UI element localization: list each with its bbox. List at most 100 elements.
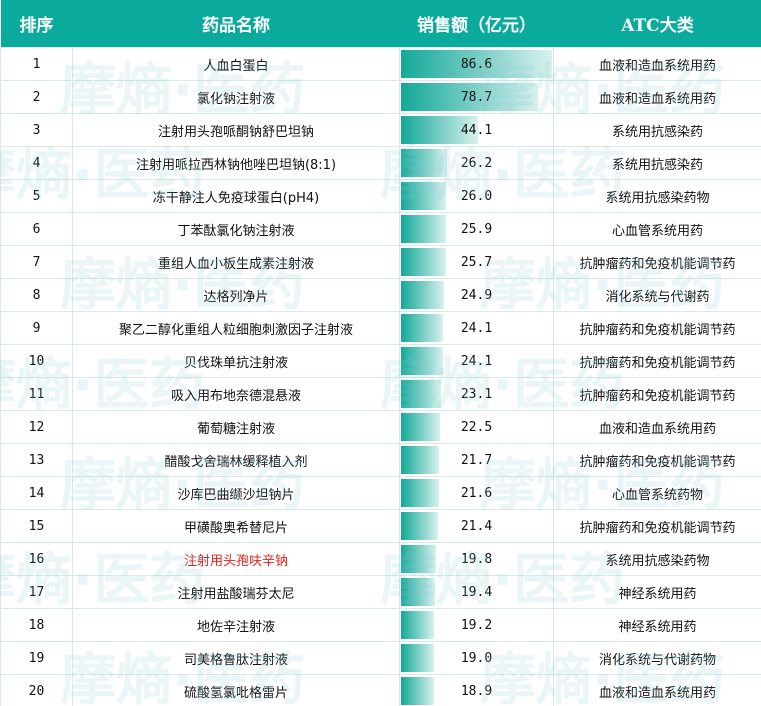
drug-name-cell: 氯化钠注射液 bbox=[72, 80, 400, 114]
atc-category-cell: 系统用抗感染药物 bbox=[553, 179, 761, 213]
sales-value: 18.9 bbox=[460, 683, 493, 699]
atc-category-cell: 神经系统用药 bbox=[553, 608, 761, 642]
sales-value: 19.0 bbox=[460, 650, 493, 666]
rank-cell: 15 bbox=[0, 509, 73, 543]
rank-cell: 9 bbox=[0, 311, 73, 345]
atc-category-cell: 抗肿瘤药和免疫机能调节药 bbox=[553, 311, 761, 345]
drug-name-cell: 地佐辛注射液 bbox=[72, 608, 400, 642]
sales-data-bar bbox=[401, 248, 446, 276]
rank-cell: 1 bbox=[0, 47, 73, 81]
sales-data-bar bbox=[401, 83, 539, 111]
table-row: 7 重组人血小板生成素注射液 25.7 抗肿瘤药和免疫机能调节药 bbox=[0, 245, 761, 279]
atc-category-cell: 系统用抗感染药 bbox=[553, 146, 761, 180]
sales-cell: 19.2 bbox=[399, 608, 554, 642]
sales-data-bar bbox=[401, 446, 439, 474]
drug-name-cell: 达格列净片 bbox=[72, 278, 400, 312]
sales-value: 21.6 bbox=[460, 485, 493, 501]
atc-category-cell: 抗肿瘤药和免疫机能调节药 bbox=[553, 344, 761, 378]
sales-cell: 24.1 bbox=[399, 311, 554, 345]
rank-cell: 7 bbox=[0, 245, 73, 279]
rank-cell: 19 bbox=[0, 641, 73, 675]
table-row: 4 注射用哌拉西林钠他唑巴坦钠(8:1) 26.2 系统用抗感染药 bbox=[0, 146, 761, 180]
sales-data-bar bbox=[401, 611, 435, 639]
sales-cell: 78.7 bbox=[399, 80, 554, 114]
table-row: 18 地佐辛注射液 19.2 神经系统用药 bbox=[0, 608, 761, 642]
table-row: 5 冻干静注人免疫球蛋白(pH4) 26.0 系统用抗感染药物 bbox=[0, 179, 761, 213]
atc-category-cell: 系统用抗感染药 bbox=[553, 113, 761, 147]
rank-cell: 4 bbox=[0, 146, 73, 180]
atc-category-cell: 心血管系统药物 bbox=[553, 476, 761, 510]
atc-category-cell: 血液和造血系统用药 bbox=[553, 674, 761, 706]
rank-cell: 18 bbox=[0, 608, 73, 642]
rank-cell: 10 bbox=[0, 344, 73, 378]
table-row: 15 甲磺酸奥希替尼片 21.4 抗肿瘤药和免疫机能调节药 bbox=[0, 509, 761, 543]
sales-cell: 26.2 bbox=[399, 146, 554, 180]
header-name: 药品名称 bbox=[72, 0, 400, 48]
sales-cell: 21.7 bbox=[399, 443, 554, 477]
table-row: 12 葡萄糖注射液 22.5 血液和造血系统用药 bbox=[0, 410, 761, 444]
rank-cell: 8 bbox=[0, 278, 73, 312]
sales-cell: 21.4 bbox=[399, 509, 554, 543]
sales-value: 23.1 bbox=[460, 386, 493, 402]
sales-cell: 25.7 bbox=[399, 245, 554, 279]
atc-category-cell: 抗肿瘤药和免疫机能调节药 bbox=[553, 443, 761, 477]
sales-value: 21.4 bbox=[460, 518, 493, 534]
sales-cell: 19.4 bbox=[399, 575, 554, 609]
sales-value: 24.1 bbox=[460, 320, 493, 336]
sales-value: 25.9 bbox=[460, 221, 493, 237]
sales-data-bar bbox=[401, 281, 445, 309]
drug-name-cell: 贝伐珠单抗注射液 bbox=[72, 344, 400, 378]
sales-cell: 26.0 bbox=[399, 179, 554, 213]
rank-cell: 13 bbox=[0, 443, 73, 477]
sales-data-bar bbox=[401, 413, 441, 441]
rank-cell: 20 bbox=[0, 674, 73, 706]
atc-category-cell: 抗肿瘤药和免疫机能调节药 bbox=[553, 245, 761, 279]
atc-category-cell: 系统用抗感染药物 bbox=[553, 542, 761, 576]
drug-name-cell: 聚乙二醇化重组人粒细胞刺激因子注射液 bbox=[72, 311, 400, 345]
sales-value: 22.5 bbox=[460, 419, 493, 435]
sales-cell: 24.1 bbox=[399, 344, 554, 378]
table-row: 2 氯化钠注射液 78.7 血液和造血系统用药 bbox=[0, 80, 761, 114]
sales-cell: 21.6 bbox=[399, 476, 554, 510]
sales-cell: 19.0 bbox=[399, 641, 554, 675]
drug-name-cell: 冻干静注人免疫球蛋白(pH4) bbox=[72, 179, 400, 213]
rank-cell: 14 bbox=[0, 476, 73, 510]
atc-category-cell: 消化系统与代谢药物 bbox=[553, 641, 761, 675]
table-row: 1 人血白蛋白 86.6 血液和造血系统用药 bbox=[0, 47, 761, 81]
sales-value: 24.1 bbox=[460, 353, 493, 369]
sales-data-bar bbox=[401, 644, 435, 672]
drug-name-cell: 吸入用布地奈德混悬液 bbox=[72, 377, 400, 411]
sales-data-bar bbox=[401, 149, 447, 177]
sales-data-bar bbox=[401, 380, 442, 408]
header-atc: ATC大类 bbox=[553, 0, 761, 48]
rank-cell: 5 bbox=[0, 179, 73, 213]
drug-name-cell: 注射用头孢哌酮钠舒巴坦钠 bbox=[72, 113, 400, 147]
atc-category-cell: 抗肿瘤药和免疫机能调节药 bbox=[553, 377, 761, 411]
drug-name-cell: 司美格鲁肽注射液 bbox=[72, 641, 400, 675]
rank-cell: 17 bbox=[0, 575, 73, 609]
sales-cell: 25.9 bbox=[399, 212, 554, 246]
table-row: 6 丁苯酞氯化钠注射液 25.9 心血管系统用药 bbox=[0, 212, 761, 246]
sales-cell: 18.9 bbox=[399, 674, 554, 706]
sales-value: 19.2 bbox=[460, 617, 493, 633]
drug-name-cell: 葡萄糖注射液 bbox=[72, 410, 400, 444]
sales-cell: 86.6 bbox=[399, 47, 554, 81]
sales-value: 19.4 bbox=[460, 584, 493, 600]
sales-value: 78.7 bbox=[460, 89, 493, 105]
sales-value: 19.8 bbox=[460, 551, 493, 567]
sales-cell: 22.5 bbox=[399, 410, 554, 444]
rank-cell: 11 bbox=[0, 377, 73, 411]
table-row: 19 司美格鲁肽注射液 19.0 消化系统与代谢药物 bbox=[0, 641, 761, 675]
atc-category-cell: 心血管系统用药 bbox=[553, 212, 761, 246]
sales-cell: 24.9 bbox=[399, 278, 554, 312]
drug-name-cell: 注射用盐酸瑞芬太尼 bbox=[72, 575, 400, 609]
sales-cell: 44.1 bbox=[399, 113, 554, 147]
sales-value: 44.1 bbox=[460, 122, 493, 138]
sales-data-bar bbox=[401, 50, 552, 78]
atc-category-cell: 血液和造血系统用药 bbox=[553, 80, 761, 114]
sales-data-bar bbox=[401, 215, 447, 243]
rank-cell: 3 bbox=[0, 113, 73, 147]
table-row: 3 注射用头孢哌酮钠舒巴坦钠 44.1 系统用抗感染药 bbox=[0, 113, 761, 147]
header-sales: 销售额（亿元） bbox=[399, 0, 554, 48]
sales-data-bar bbox=[401, 314, 444, 342]
